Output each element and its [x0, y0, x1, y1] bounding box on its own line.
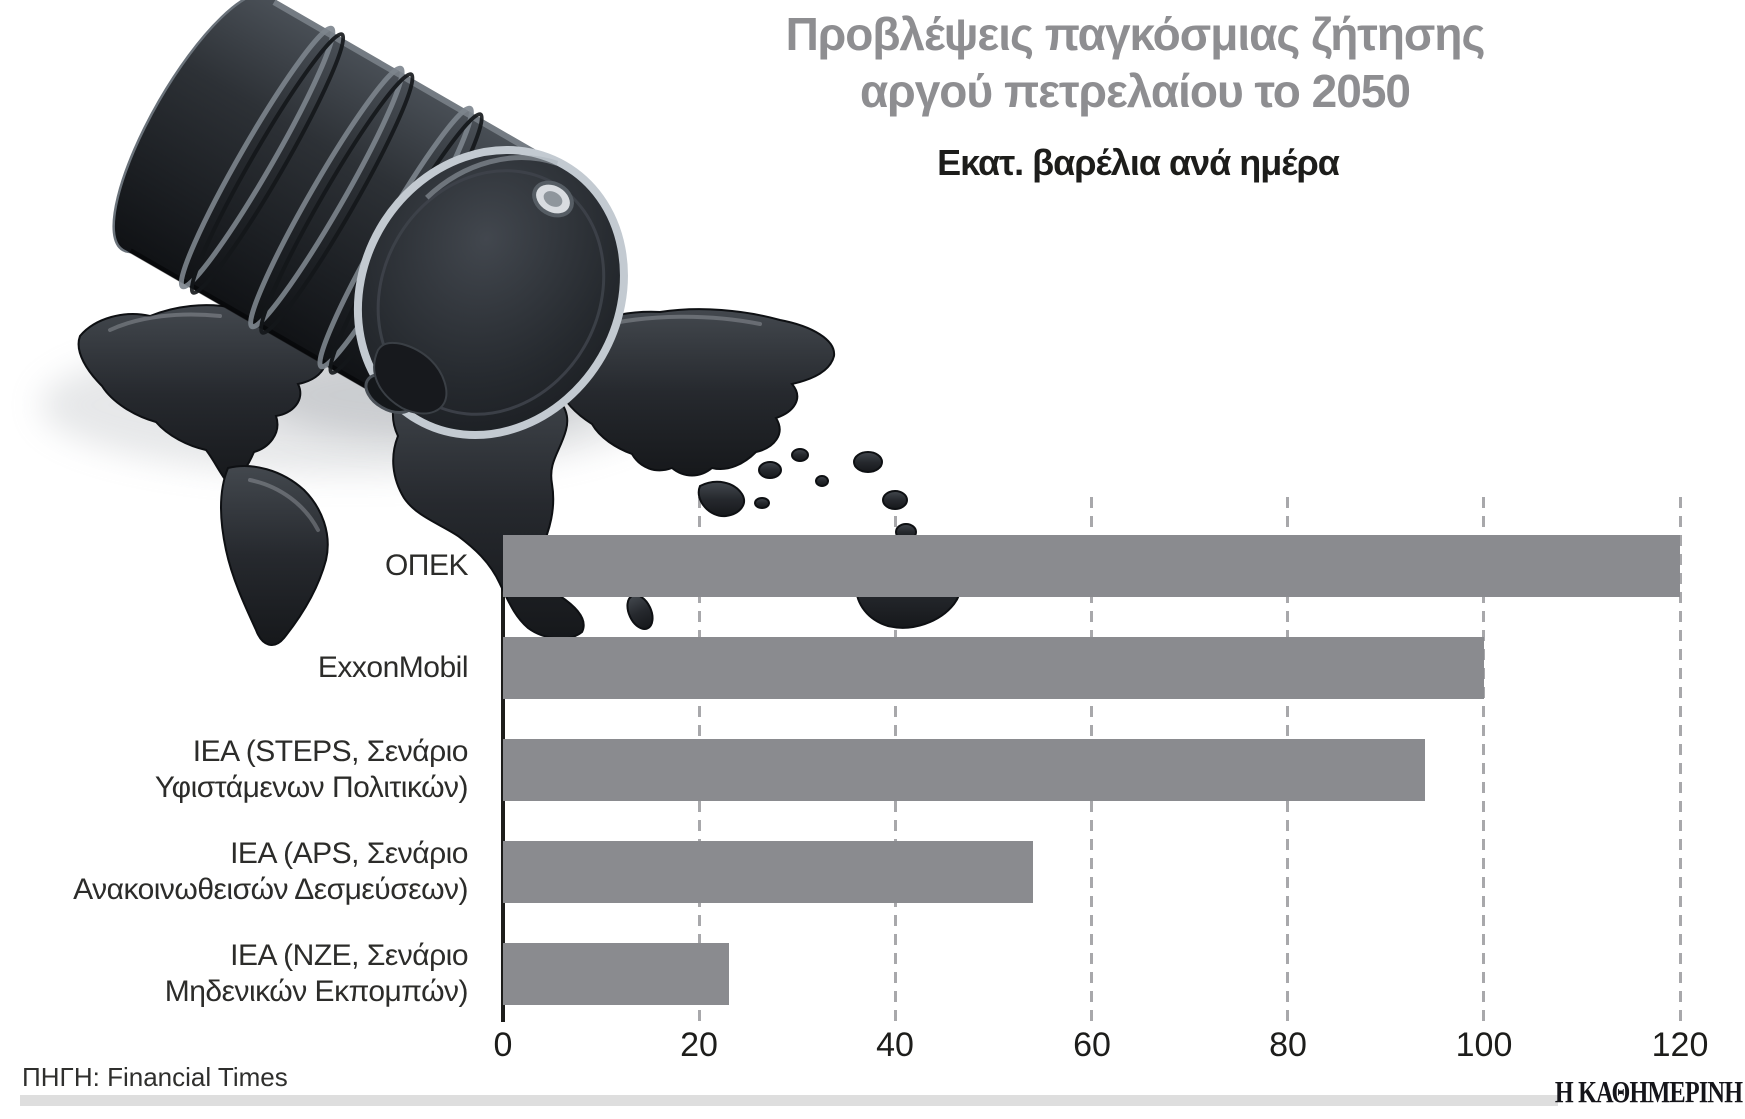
gridline-100 [1482, 497, 1486, 1022]
category-label-line: Μηδενικών Εκπομπών) [164, 975, 469, 1008]
category-label-4: IEA (NZE, Σενάριο Μηδενικών Εκπομπών) [0, 938, 469, 1010]
category-label-1: ExxonMobil [0, 650, 469, 686]
page-title-line2: αργού πετρελαίου το 2050 [859, 65, 1411, 117]
category-label-line: ExxonMobil [317, 651, 469, 684]
kathimerini-logo: Η ΚΑΘΗΜΕΡΙΝΗ [1554, 1074, 1743, 1109]
category-label-line: IEA (STEPS, Σενάριο [192, 735, 469, 768]
x-tick-60: 60 [1073, 1026, 1111, 1064]
gridline-120 [1678, 497, 1682, 1022]
chart-subtitle-units: Εκατ. βαρέλια ανά ημέρα [937, 142, 1340, 183]
bar-1 [503, 637, 1484, 699]
category-label-line: IEA (NZE, Σενάριο [230, 939, 468, 972]
category-label-2: IEA (STEPS, Σενάριο Υφιστάμενων Πολιτικών… [0, 734, 469, 806]
bar-0 [503, 535, 1680, 597]
x-tick-0: 0 [493, 1026, 513, 1064]
category-label-0: ΟΠΕΚ [0, 548, 469, 584]
bar-4 [503, 943, 729, 1005]
category-label-line: Ανακοινωθεισών Δεσμεύσεων) [73, 873, 468, 906]
category-label-3: IEA (APS, Σενάριο Ανακοινωθεισών Δεσμεύσε… [0, 836, 468, 908]
x-tick-80: 80 [1269, 1026, 1307, 1064]
page-title: Προβλέψεις παγκόσμιας ζήτησης αργού πετρ… [635, 6, 1635, 120]
footer-divider [20, 1095, 1558, 1106]
x-tick-20: 20 [680, 1026, 718, 1064]
category-label-line: IEA (APS, Σενάριο [230, 837, 468, 870]
bar-2 [503, 739, 1425, 801]
bar-3 [503, 841, 1033, 903]
x-tick-120: 120 [1651, 1026, 1709, 1064]
x-tick-100: 100 [1455, 1026, 1513, 1064]
category-label-line: Υφιστάμενων Πολιτικών) [154, 771, 469, 804]
category-label-line: ΟΠΕΚ [384, 549, 469, 582]
page-title-line1: Προβλέψεις παγκόσμιας ζήτησης [785, 8, 1486, 60]
source-note: ΠΗΓΗ: Financial Times [22, 1062, 288, 1092]
x-tick-40: 40 [876, 1026, 914, 1064]
